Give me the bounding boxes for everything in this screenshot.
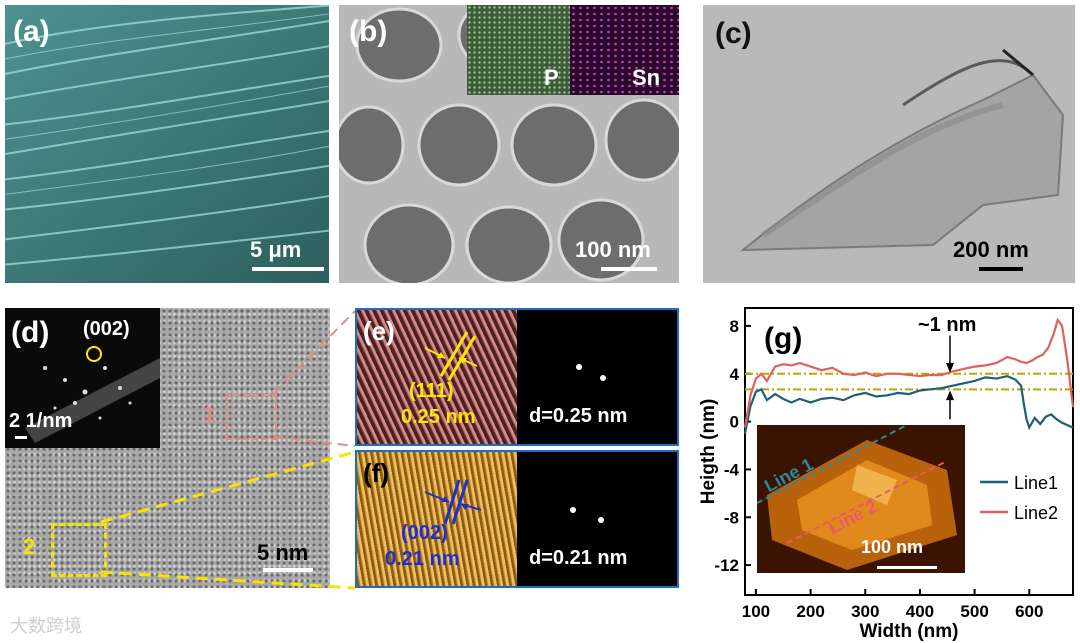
x-tick-label: 600	[1015, 602, 1043, 621]
panel-c-image	[703, 5, 1075, 283]
region-1-box	[225, 394, 277, 440]
x-tick-label: 200	[796, 602, 824, 621]
watermark: 大数跨境	[10, 616, 82, 637]
panel-e-plane: (111)	[409, 380, 454, 402]
panel-c-scale-bar	[979, 267, 1023, 271]
panel-e-markers	[424, 331, 478, 381]
series-line1	[743, 375, 1074, 434]
panel-c-label: (c)	[715, 17, 752, 50]
panel-e-lattice	[357, 310, 517, 444]
region-1-label: 1	[203, 402, 216, 427]
annotation-arrowhead-top	[946, 363, 954, 373]
eds-map-sn	[570, 5, 679, 95]
y-tick-label: 0	[730, 413, 739, 432]
panel-b: P Sn (b) 100 nm	[339, 5, 679, 283]
region-2-label: 2	[23, 534, 36, 559]
panel-a-scale-text: 5 μm	[250, 237, 302, 262]
y-axis-label: Heigth (nm)	[698, 399, 719, 505]
x-tick-label: 400	[906, 602, 934, 621]
panel-e-fft	[576, 364, 606, 381]
panel-g-label: (g)	[764, 322, 803, 355]
panel-a-label: (a)	[13, 15, 50, 48]
panel-f-plane: (002)	[401, 522, 448, 544]
x-tick-label: 300	[851, 602, 879, 621]
panel-e-label: (e)	[363, 316, 395, 346]
y-tick-label: 8	[730, 317, 739, 336]
eds-map-p	[467, 5, 570, 95]
panel-b-scale-text: 100 nm	[575, 237, 651, 262]
x-tick-label: 500	[960, 602, 988, 621]
height-profile-chart: 100 200 300 400 500 600 8 4 0 -4 -8 -12 Width (nm) He…	[698, 307, 1075, 642]
y-tick-label: -12	[714, 556, 739, 575]
panel-d-scale-text: 5 nm	[257, 540, 309, 565]
panel-a-image	[5, 5, 329, 283]
saed-index: (002)	[83, 318, 130, 340]
panel-b-scale-bar	[601, 267, 657, 271]
panel-e-fft-d: d=0.25 nm	[529, 405, 628, 427]
panel-f-fft-d: d=0.21 nm	[529, 547, 628, 569]
afm-scale-text: 100 nm	[861, 537, 924, 557]
plot-frame	[744, 307, 1074, 596]
panel-b-label: (b)	[349, 15, 388, 48]
panel-f-fft	[570, 507, 604, 523]
saed-inset: (002) 2 1/nm	[5, 308, 160, 448]
panel-c-scale-text: 200 nm	[953, 237, 1029, 262]
panel-f: (f) (002) 0.21 nm d=0.21 nm	[355, 450, 679, 588]
panel-f-spacing: 0.21 nm	[385, 548, 460, 570]
region-2-box	[51, 523, 107, 577]
y-tick-label: 4	[730, 365, 740, 384]
panel-f-markers	[424, 479, 482, 525]
panel-a-scale-bar	[252, 267, 324, 271]
panel-e: (e) (111) 0.25 nm d=0.25 nm	[355, 308, 679, 446]
y-tick-label: -8	[724, 508, 739, 527]
annotation-arrowhead-bottom	[946, 390, 954, 401]
y-tick-label: -4	[724, 460, 740, 479]
eds-map-sn-label: Sn	[632, 65, 661, 90]
panel-f-lattice	[357, 452, 517, 586]
x-axis-label: Width (nm)	[859, 621, 958, 642]
panel-a: (a) 5 μm	[5, 5, 329, 283]
saed-pattern	[15, 346, 160, 443]
panel-g-annotation: ~1 nm	[918, 314, 977, 336]
panel-e-spacing: 0.25 nm	[401, 406, 476, 428]
legend-label-line2: Line2	[1014, 503, 1058, 523]
x-tick-label: 100	[742, 602, 770, 621]
afm-inset: Line 1 Line 2 100 nm	[757, 425, 965, 573]
panel-c: (c) 200 nm	[703, 5, 1075, 283]
saed-scale: 2 1/nm	[9, 410, 73, 432]
eds-map-p-label: P	[544, 65, 559, 90]
afm-image	[757, 425, 957, 570]
panel-g: 100 200 300 400 500 600 8 4 0 -4 -8 -12 Width (nm) He…	[690, 300, 1080, 643]
panel-f-label: (f)	[363, 458, 389, 488]
series-line2	[743, 317, 1075, 428]
legend-label-line1: Line1	[1014, 473, 1058, 493]
panel-d-label: (d)	[11, 316, 50, 349]
panel-d: (002) 2 1/nm (d) 1 2 5 nm	[5, 308, 330, 588]
panel-d-scale-bar	[263, 568, 313, 572]
